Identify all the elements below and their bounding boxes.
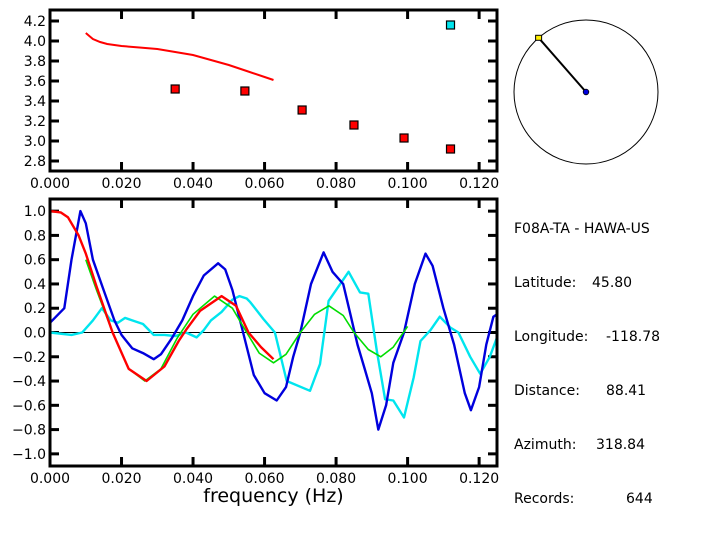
y-tick-label: 0.0	[24, 326, 46, 342]
station-pair-title: F08A-TA - HAWA-US	[514, 221, 650, 237]
plot-area	[85, 20, 456, 154]
y-tick-label: 2.8	[24, 154, 46, 170]
longitude-row: Longitude: -118.78	[514, 328, 704, 346]
series-line-cyan	[49, 270, 499, 419]
y-tick-label: 4.0	[24, 34, 46, 50]
y-tick-label: −0.4	[12, 374, 46, 390]
azimuth-row: Azimuth: 318.84	[514, 436, 704, 454]
records-label: Records:	[514, 491, 575, 507]
plot-frame	[48, 8, 499, 173]
longitude-label: Longitude:	[514, 329, 589, 345]
x-axis-label: frequency (Hz)	[203, 485, 343, 507]
chart-panel-1: 0.000 0.020 0.040 0.060 0.080 0.100 0.120 −1.0 −…	[12, 197, 499, 507]
data-point	[170, 84, 180, 94]
data-point	[349, 120, 359, 130]
y-tick-label: 3.6	[24, 74, 46, 90]
plots-canvas: 0.000 0.020 0.040 0.060 0.080 0.100 0.120 2.8 3.…	[12, 8, 659, 507]
azimuth-line	[537, 37, 587, 93]
y-tick-label: 0.8	[24, 228, 46, 244]
azimuth-value: 318.84	[596, 437, 645, 453]
x-tick-label: 0.060	[245, 176, 285, 192]
station-info: F08A-TA - HAWA-US Latitude: 45.80 Longitu…	[514, 184, 704, 544]
x-tick-label: 0.060	[245, 471, 285, 487]
longitude-value: -118.78	[606, 329, 661, 345]
latitude-row: Latitude: 45.80	[514, 274, 704, 292]
y-tick-label: −1.0	[12, 447, 46, 463]
y-tick-label: 0.2	[24, 301, 46, 317]
x-tick-label: 0.080	[316, 176, 356, 192]
azimuth-circle	[513, 19, 659, 165]
x-tick-label: 0.100	[388, 176, 428, 192]
records-value: 644	[626, 491, 653, 507]
chart-panel-0: 0.000 0.020 0.040 0.060 0.080 0.100 0.120 2.8 3.…	[24, 8, 499, 192]
y-tick-label: 3.0	[24, 134, 46, 150]
distance-value: 88.41	[606, 383, 647, 399]
y-tick-label: 0.6	[24, 253, 46, 269]
y-tick-label: 0.4	[24, 277, 46, 293]
y-tick-label: 1.0	[24, 204, 46, 220]
series-line-blue	[49, 209, 498, 431]
model-curve	[85, 32, 274, 81]
y-tick-label: −0.6	[12, 398, 46, 414]
data-point	[399, 133, 409, 143]
y-tick-label: 3.4	[24, 94, 46, 110]
x-tick-label: 0.000	[30, 471, 70, 487]
y-tick-label: 3.8	[24, 54, 46, 70]
plot-frame	[48, 197, 499, 468]
y-tick-label: 4.2	[24, 14, 46, 30]
x-tick-label: 0.020	[101, 471, 141, 487]
x-tick-label: 0.020	[101, 176, 141, 192]
data-point	[297, 105, 307, 115]
distance-row: Distance: 88.41	[514, 382, 704, 400]
distance-label: Distance:	[514, 383, 580, 399]
data-point	[240, 86, 250, 96]
data-point	[445, 20, 456, 30]
y-tick-label: 3.2	[24, 114, 46, 130]
x-tick-label: 0.120	[459, 471, 499, 487]
y-tick-label: −0.2	[12, 350, 46, 366]
dispersion-viewer: 0.000 0.020 0.040 0.060 0.080 0.100 0.120 2.8 3.…	[12, 8, 661, 507]
plot-area	[49, 209, 499, 431]
records-row: Records: 644	[514, 490, 704, 508]
x-tick-label: 0.040	[173, 471, 213, 487]
y-tick-label: −0.8	[12, 423, 46, 439]
source-station-marker	[535, 34, 543, 41]
receiver-station-marker	[582, 88, 590, 96]
azimuth-label: Azimuth:	[514, 437, 577, 453]
x-tick-label: 0.040	[173, 176, 213, 192]
series-line-red	[49, 209, 275, 383]
x-tick-label: 0.080	[316, 471, 356, 487]
x-tick-label: 0.120	[459, 176, 499, 192]
data-point	[445, 144, 456, 154]
latitude-label: Latitude:	[514, 275, 577, 291]
x-tick-label: 0.100	[388, 471, 428, 487]
x-tick-label: 0.000	[30, 176, 70, 192]
latitude-value: 45.80	[592, 275, 633, 291]
